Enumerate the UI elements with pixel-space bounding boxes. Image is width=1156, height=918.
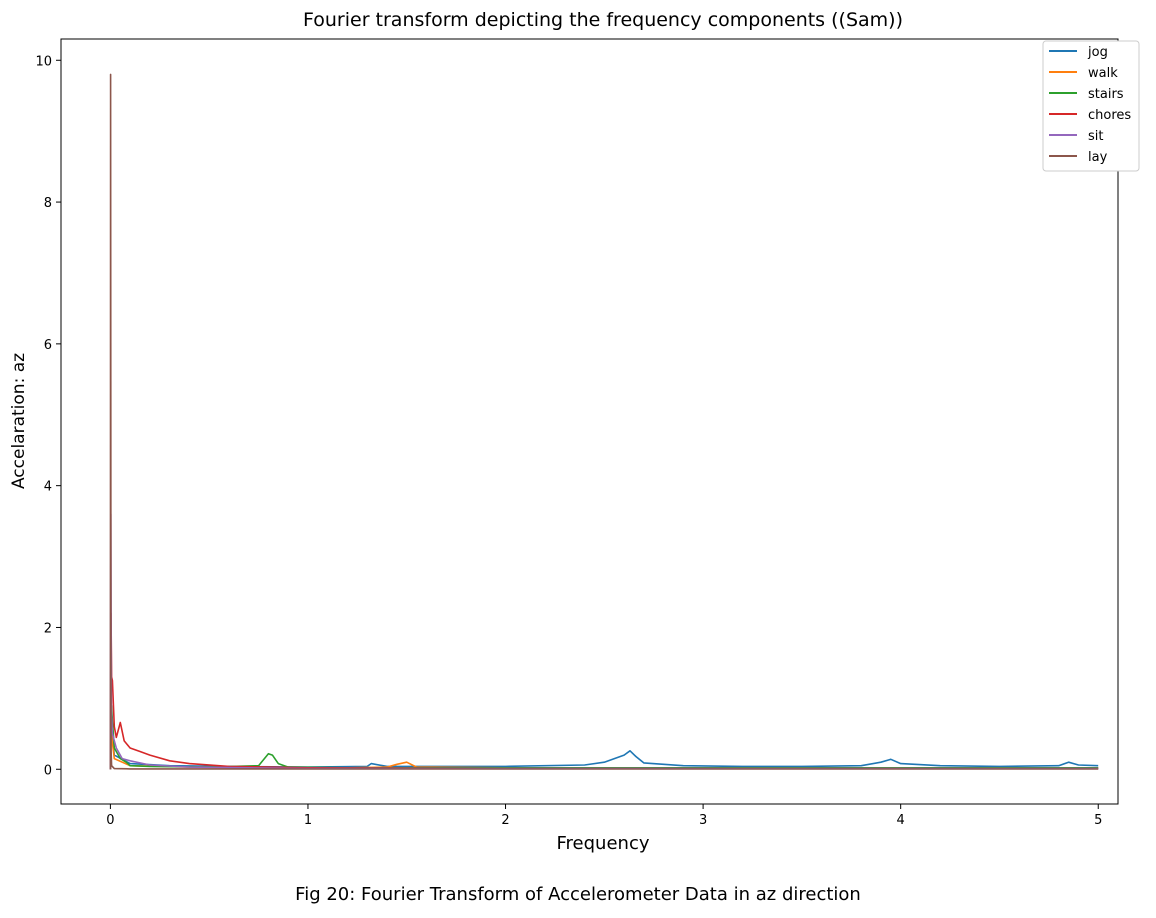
legend-label-jog: jog <box>1087 45 1108 60</box>
series-line-stairs <box>109 704 1099 770</box>
legend-label-sit: sit <box>1088 129 1103 144</box>
x-tick-label: 1 <box>304 813 312 828</box>
series-line-jog <box>109 725 1099 770</box>
fourier-chart: Fourier transform depicting the frequenc… <box>9 9 1140 854</box>
series-line-sit <box>109 513 1099 770</box>
series-line-walk <box>109 732 1099 770</box>
y-tick-label: 0 <box>44 763 52 778</box>
y-axis-label: Accelaration: az <box>9 353 29 489</box>
x-tick-label: 2 <box>501 813 509 828</box>
x-tick-label: 5 <box>1094 813 1102 828</box>
x-tick-label: 3 <box>699 813 707 828</box>
y-tick-label: 4 <box>44 480 52 495</box>
series-line-chores <box>109 612 1099 770</box>
legend-label-stairs: stairs <box>1088 87 1124 102</box>
y-tick-label: 10 <box>35 54 52 69</box>
legend-label-lay: lay <box>1088 150 1108 165</box>
legend-box <box>1042 40 1140 172</box>
x-axis-ticks: 0 1 2 3 4 5 <box>106 804 1102 828</box>
y-tick-label: 2 <box>44 621 52 636</box>
legend-label-walk: walk <box>1088 66 1118 81</box>
x-tick-label: 0 <box>106 813 114 828</box>
x-tick-label: 4 <box>897 813 905 828</box>
series-line-lay <box>109 73 1099 770</box>
axes-frame <box>60 38 1119 805</box>
legend-label-chores: chores <box>1088 108 1131 123</box>
legend: jog walk stairs chores sit lay <box>1042 40 1140 172</box>
y-tick-label: 8 <box>44 196 52 211</box>
chart-title: Fourier transform depicting the frequenc… <box>303 9 903 31</box>
plot-area <box>109 73 1099 770</box>
y-tick-label: 6 <box>44 338 52 353</box>
y-axis-ticks: 0 2 4 6 8 10 <box>35 54 61 778</box>
x-axis-label: Frequency <box>557 833 650 854</box>
figure-caption: Fig 20: Fourier Transform of Acceleromet… <box>295 884 861 905</box>
